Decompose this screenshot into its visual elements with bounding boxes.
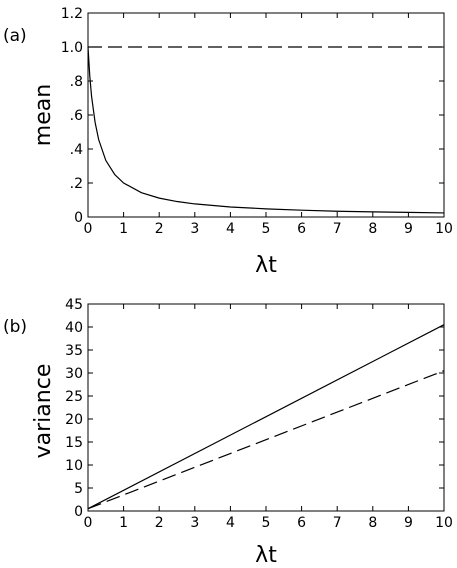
panel-b-series-dashed-line [87,370,445,510]
panel-b-y-tick-label: 20 [65,412,83,428]
panel-b-x-tick-label: 2 [155,515,164,531]
panel-b-plot-frame [87,303,445,512]
panel-a-plot-frame [87,12,445,218]
panel-b-x-tick-label: 3 [190,515,199,531]
panel-a-y-tick-label: 0 [74,210,83,226]
panel-b-x-tick-label: 8 [368,515,377,531]
panel-b-y-tick-label: 25 [65,389,83,405]
panel-b-y-tick-label: 5 [74,481,83,497]
panel-b-x-tick-label: 1 [119,515,128,531]
panel-a-x-tick-label: 10 [435,221,453,237]
panel-b-x-tick-label: 5 [262,515,271,531]
panel-b-y-tick-label: 10 [65,458,83,474]
panel-a-y-tick-label: .6 [70,108,83,124]
panel-a-x-tick-label: 6 [297,221,306,237]
panel-a-x-tick-label: 3 [190,221,199,237]
panel-a-y-axis-label: mean [31,84,56,146]
panel-b-y-tick-label: 40 [65,320,83,336]
panel-b-x-tick-label: 7 [333,515,342,531]
panel-a-series-solid-line [87,46,445,214]
panel-b-label: (b) [3,317,27,337]
panel-b: (b) variance λt 0 1 2 3 4 5 6 7 8 9 10051015202530… [3,297,453,568]
panel-b-x-tick-label: 4 [226,515,235,531]
panel-b-y-tick-label: 45 [65,297,83,313]
panel-b-y-tick-label: 35 [65,343,83,359]
panel-b-series-solid-line [87,324,445,510]
panel-b-y-tick-label: 15 [65,435,83,451]
panel-a-y-tick-label: .8 [70,74,83,90]
panel-a: (a) mean λt 0 1 2 3 4 5 6 7 8 9 10 0 .2 .4 .6 .8 1.0 1.2 [3,6,453,278]
panel-a-x-tick-label: 1 [119,221,128,237]
panel-a-x-tick-label: 2 [155,221,164,237]
panel-a-x-axis-label: λt [255,253,277,278]
panel-b-x-tick-label: 10 [435,515,453,531]
panel-b-series [87,324,445,510]
panel-a-x-tick-label: 7 [333,221,342,237]
panel-b-y-axis-label: variance [31,364,56,459]
panel-a-x-tick-label: 4 [226,221,235,237]
panel-a-ticks: 0 1 2 3 4 5 6 7 8 9 10 0 .2 .4 .6 .8 1.0 1.2 [61,6,453,237]
panel-a-x-tick-label: 0 [84,221,93,237]
panel-b-x-tick-label: 9 [404,515,413,531]
panel-a-label: (a) [3,26,27,46]
panel-a-y-tick-label: 1.0 [61,40,83,56]
panel-a-series [87,46,445,214]
panel-b-y-tick-label: 30 [65,366,83,382]
panel-a-x-tick-label: 9 [404,221,413,237]
panel-a-x-tick-label: 8 [368,221,377,237]
panel-a-y-tick-label: 1.2 [61,6,83,22]
panel-b-y-tick-label: 0 [74,504,83,520]
panel-a-y-tick-label: .4 [70,142,83,158]
panel-b-x-tick-label: 6 [297,515,306,531]
panel-a-x-tick-label: 5 [262,221,271,237]
panel-b-x-axis-label: λt [255,543,277,568]
panel-b-x-tick-label: 0 [84,515,93,531]
panel-a-y-tick-label: .2 [70,176,83,192]
